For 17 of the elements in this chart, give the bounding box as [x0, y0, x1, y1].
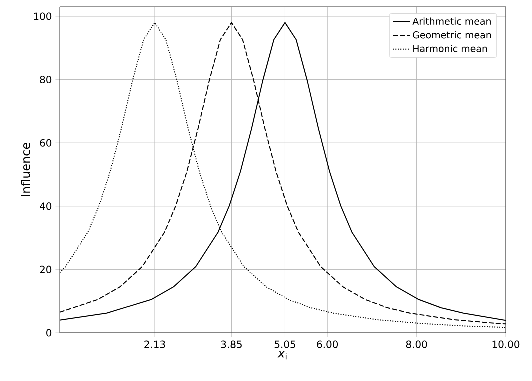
- y-tick-label: 0: [46, 329, 52, 337]
- y-tick-label: 40: [40, 202, 52, 210]
- y-tick-label: 80: [40, 76, 52, 84]
- x-tick-label: 6.00: [317, 340, 338, 348]
- x-tick-label: 2.13: [144, 340, 166, 348]
- x-tick-label: 10.00: [492, 340, 520, 348]
- legend-label: Geometric mean: [413, 31, 492, 39]
- y-tick-label: 60: [40, 139, 52, 147]
- y-axis-title: Influence: [21, 143, 30, 196]
- x-tick-label: 8.00: [406, 340, 428, 348]
- x-axis-title: x$_{i}$: [278, 351, 287, 360]
- x-tick-label: 5.05: [274, 340, 296, 348]
- x-tick-label: 3.85: [221, 340, 242, 348]
- legend-label: Arithmetic mean: [412, 18, 491, 26]
- y-tick-label: 100: [34, 12, 52, 20]
- y-tick-label: 20: [40, 266, 52, 274]
- legend-label: Harmonic mean: [414, 45, 488, 52]
